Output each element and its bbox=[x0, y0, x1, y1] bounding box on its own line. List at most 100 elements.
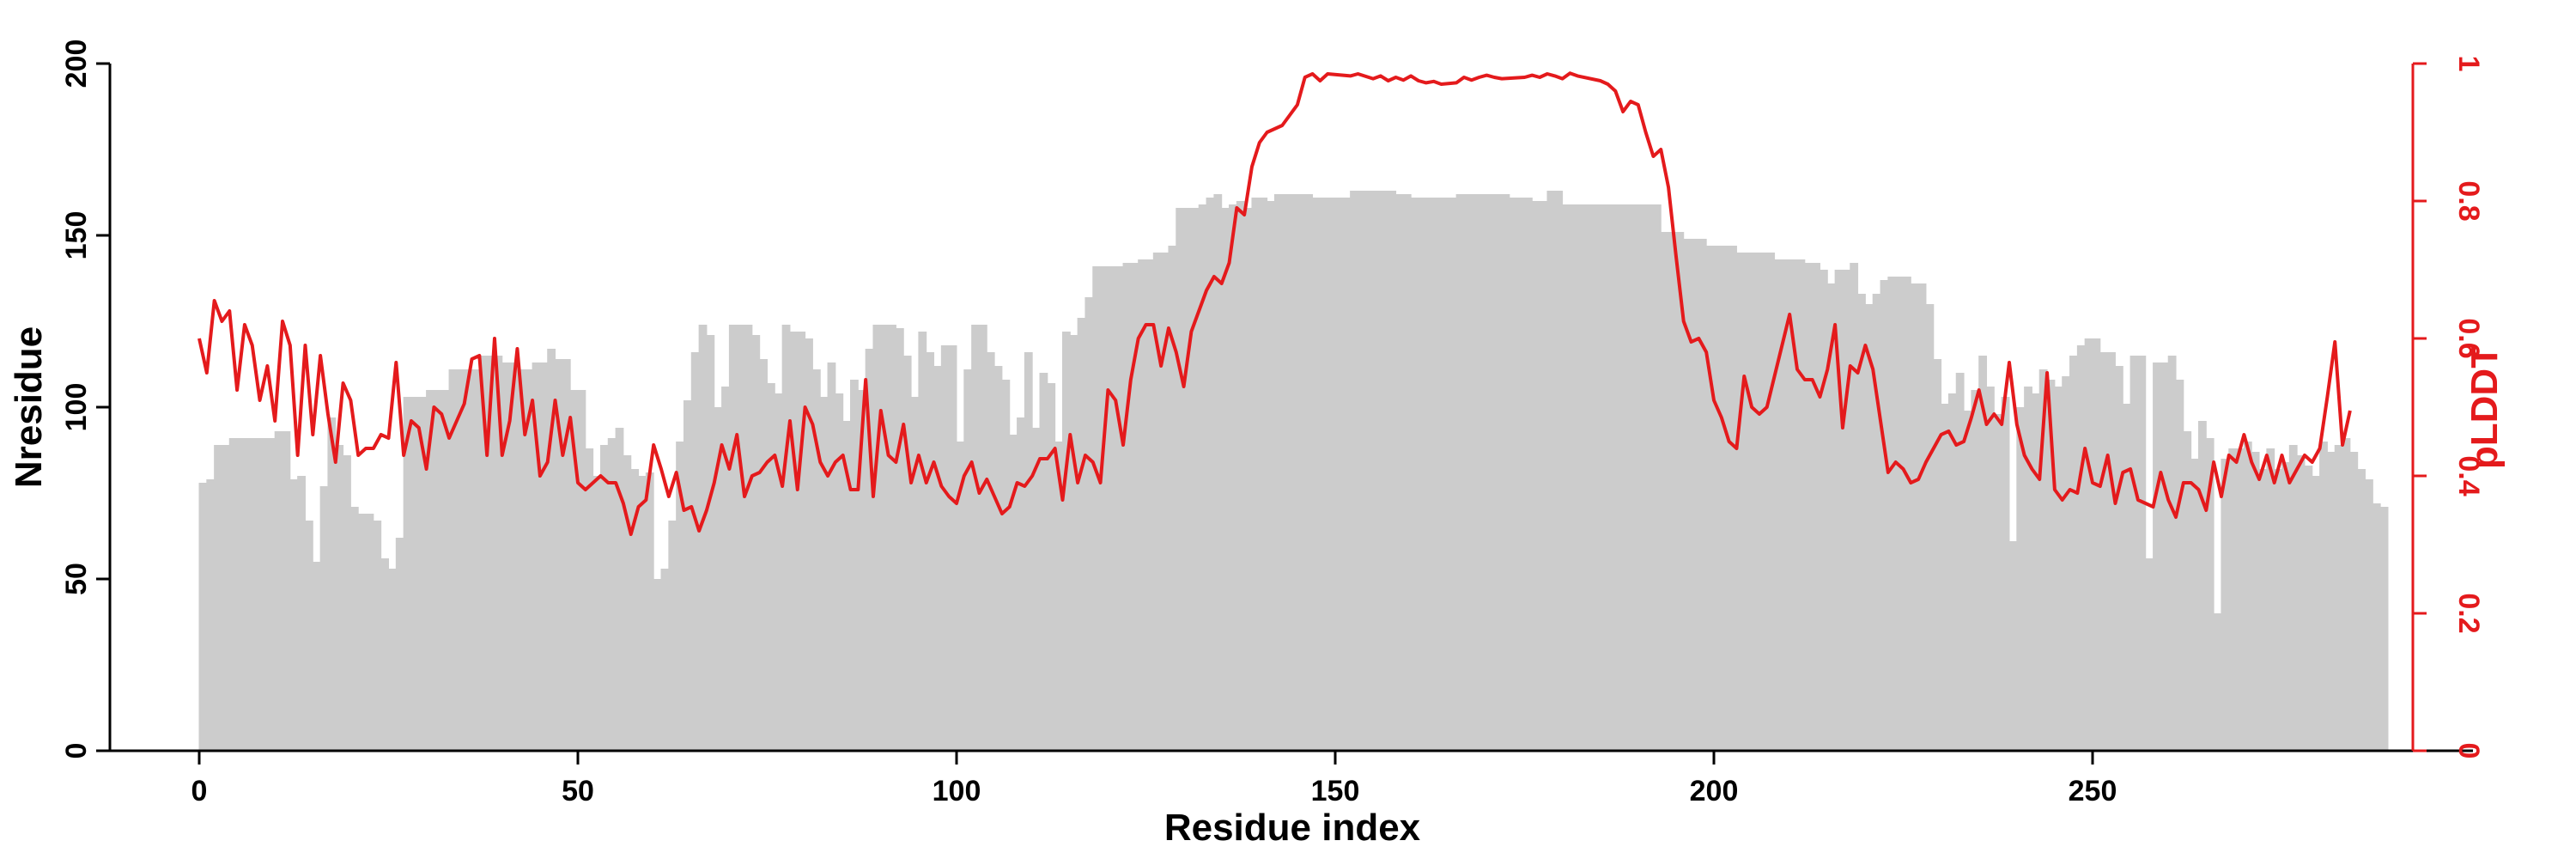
bar bbox=[2190, 459, 2199, 751]
bar bbox=[1493, 194, 1503, 751]
bar bbox=[259, 438, 268, 751]
bar bbox=[1190, 208, 1200, 751]
bar bbox=[228, 438, 238, 751]
bar bbox=[2129, 356, 2139, 751]
bar bbox=[494, 356, 503, 751]
x-tick-label: 0 bbox=[191, 775, 208, 807]
bar bbox=[1471, 194, 1480, 751]
bar bbox=[1652, 204, 1662, 751]
bar bbox=[221, 445, 230, 751]
bar bbox=[1698, 239, 1707, 751]
bar bbox=[895, 328, 904, 751]
bar bbox=[2031, 393, 2040, 751]
bar bbox=[1910, 283, 1919, 751]
y-left-tick-label: 0 bbox=[60, 743, 93, 759]
bar bbox=[1198, 204, 1207, 751]
x-tick-label: 150 bbox=[1311, 775, 1360, 807]
bar bbox=[1107, 266, 1116, 751]
bar bbox=[555, 359, 563, 751]
bar bbox=[319, 486, 329, 751]
bar bbox=[653, 579, 662, 751]
bar bbox=[1176, 208, 1185, 751]
x-tick-label: 200 bbox=[1690, 775, 1739, 807]
bar bbox=[2243, 442, 2252, 751]
bar bbox=[933, 366, 942, 751]
bar bbox=[418, 397, 428, 751]
bar bbox=[1705, 246, 1715, 751]
bar bbox=[2281, 462, 2290, 751]
bar bbox=[1819, 270, 1828, 751]
bar bbox=[1183, 208, 1192, 751]
bar bbox=[1463, 194, 1473, 751]
bar bbox=[1372, 191, 1382, 751]
bar bbox=[676, 442, 684, 751]
bar bbox=[274, 431, 283, 751]
bar bbox=[1213, 194, 1223, 751]
bar bbox=[2236, 448, 2245, 751]
bar bbox=[1933, 359, 1942, 751]
bar bbox=[1259, 198, 1268, 751]
bar bbox=[1168, 246, 1177, 751]
bar bbox=[1622, 204, 1631, 751]
bar bbox=[577, 390, 586, 751]
bar bbox=[1955, 373, 1965, 751]
bar bbox=[2197, 421, 2207, 751]
bar bbox=[1864, 304, 1874, 751]
y-right-tick-label: 0.8 bbox=[2452, 180, 2485, 221]
bar bbox=[1735, 253, 1745, 751]
bar bbox=[532, 362, 541, 751]
bar bbox=[2304, 466, 2313, 751]
bar bbox=[1850, 263, 1859, 751]
bar bbox=[1122, 263, 1132, 751]
bar bbox=[1145, 259, 1154, 751]
bar bbox=[2107, 352, 2116, 751]
y-left-tick-label: 100 bbox=[60, 383, 93, 432]
bar bbox=[2137, 356, 2147, 751]
bar bbox=[888, 325, 896, 751]
bar bbox=[1281, 194, 1291, 751]
bar bbox=[266, 438, 276, 751]
bar bbox=[842, 421, 852, 751]
bar bbox=[569, 390, 579, 751]
bar bbox=[819, 397, 829, 751]
plddt-line bbox=[197, 71, 2352, 536]
bar bbox=[1607, 204, 1616, 751]
bar bbox=[486, 356, 495, 751]
bar bbox=[2379, 507, 2389, 751]
x-tick-label: 100 bbox=[933, 775, 981, 807]
x-tick-label: 250 bbox=[2069, 775, 2117, 807]
bar bbox=[1887, 277, 1897, 751]
bar bbox=[395, 538, 404, 751]
bar bbox=[2038, 369, 2048, 751]
bar bbox=[690, 352, 700, 751]
y-right-tick-label: 0 bbox=[2452, 743, 2485, 759]
y-right-axis-title: pLDDT bbox=[2464, 345, 2506, 469]
bar bbox=[623, 455, 632, 751]
bar bbox=[1675, 232, 1685, 751]
bar bbox=[880, 325, 890, 751]
bar bbox=[1327, 198, 1336, 751]
bar bbox=[645, 472, 654, 751]
bar bbox=[1789, 259, 1798, 751]
bar bbox=[426, 390, 434, 751]
bar bbox=[2349, 452, 2359, 751]
bar bbox=[1903, 277, 1911, 751]
bar bbox=[2122, 404, 2131, 751]
bar bbox=[865, 349, 874, 751]
bar bbox=[1061, 332, 1071, 751]
bar bbox=[1759, 253, 1768, 751]
bar bbox=[1546, 191, 1556, 751]
bar bbox=[599, 445, 609, 751]
bar bbox=[1364, 191, 1374, 751]
bar bbox=[1668, 232, 1677, 751]
bar bbox=[2114, 366, 2123, 751]
bar bbox=[607, 438, 617, 751]
bar bbox=[1516, 198, 1525, 751]
bar bbox=[2288, 445, 2298, 751]
bar bbox=[1842, 270, 1851, 751]
bar bbox=[797, 332, 806, 751]
bar bbox=[1092, 266, 1102, 751]
bar bbox=[1001, 380, 1011, 751]
bar bbox=[2167, 356, 2177, 751]
bar bbox=[1138, 259, 1146, 751]
